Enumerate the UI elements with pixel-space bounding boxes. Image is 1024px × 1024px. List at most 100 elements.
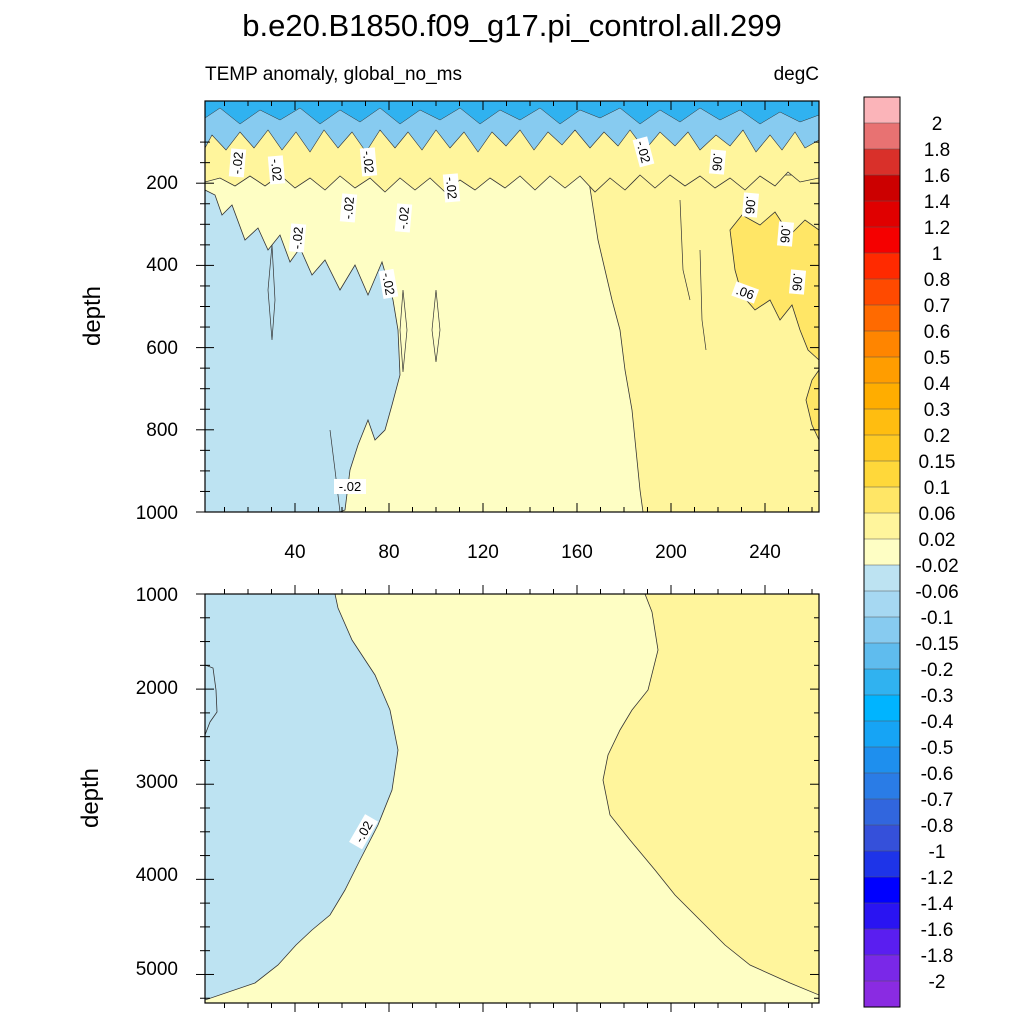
subtitle-left: TEMP anomaly, global_no_ms [205, 64, 462, 85]
colorbar-label: 0.3 [924, 400, 950, 421]
x-tick-label: 80 [378, 542, 399, 563]
colorbar-label: -0.06 [915, 582, 958, 603]
colorbar-box [863, 564, 901, 592]
colorbar-box [863, 538, 901, 566]
contour-label-text: -.02 [229, 151, 246, 175]
colorbar-label: 0.02 [919, 530, 956, 551]
colorbar-label: -2 [929, 972, 946, 993]
colorbar-box [863, 226, 901, 254]
contour-label: .06 [776, 221, 795, 247]
contour-label-text: -.02 [633, 139, 653, 165]
colorbar-box [863, 330, 901, 358]
colorbar-label: 1.6 [924, 166, 950, 187]
colorbar-box [863, 174, 901, 202]
colorbar-box [863, 486, 901, 514]
colorbar-label: -0.1 [921, 608, 954, 629]
colorbar-box [863, 824, 901, 852]
upper-region-gold-right [805, 369, 819, 441]
colorbar-box [863, 382, 901, 410]
colorbar-label: 0.4 [924, 374, 951, 395]
colorbar-box [863, 356, 901, 384]
colorbar-label: -0.02 [915, 556, 958, 577]
colorbar-label: -1.2 [921, 868, 954, 889]
upper-y-axis-label: depth [79, 286, 106, 346]
colorbar-box [863, 408, 901, 436]
colorbar-box [863, 954, 901, 982]
colorbar-box [863, 278, 901, 306]
colorbar-label: -0.3 [921, 686, 954, 707]
upper-region-surface-deep-blue [205, 101, 819, 125]
colorbar-box [863, 772, 901, 800]
lower-y-axis-label: depth [77, 768, 104, 828]
colorbar-label: -0.15 [915, 634, 958, 655]
lower-y-ticks [196, 593, 819, 999]
colorbar-box [863, 252, 901, 280]
contour-label: -.02 [228, 148, 247, 178]
colorbar-label: -1.6 [921, 920, 954, 941]
colorbar-label: 1 [932, 244, 943, 265]
colorbar-label: -1 [929, 842, 946, 863]
contour-label-text: -.02 [360, 150, 377, 174]
x-tick-label: 40 [284, 542, 305, 563]
x-tick-label: 160 [561, 542, 593, 563]
colorbar-box [863, 616, 901, 644]
contour-label-text: -.02 [395, 206, 412, 230]
chart-title: b.e20.B1850.f09_g17.pi_control.all.299 [242, 8, 782, 43]
contour-label: -.02 [267, 155, 286, 185]
contour-label: .06 [741, 192, 760, 218]
colorbar-box [863, 642, 901, 670]
contour-label: .06 [731, 281, 760, 304]
contour-label: -.02 [442, 173, 461, 203]
colorbar-box [863, 720, 901, 748]
contour-label: -.02 [394, 203, 413, 233]
y-tick-label: 600 [146, 338, 178, 359]
colorbar-label: 1.4 [924, 192, 951, 213]
colorbar-labels: 2 1.8 1.6 1.4 1.2 1 0.8 0.7 0.6 0.5 0.4 0.3 0.2 0.15 0… [915, 114, 958, 993]
contour-label-text: -.02 [340, 196, 357, 220]
contour-label: .06 [788, 269, 807, 295]
colorbar-label: 0.06 [919, 504, 956, 525]
lower-region-inner-contour [205, 664, 218, 736]
contour-label: -.02 [288, 223, 307, 253]
colorbar-box [863, 798, 901, 826]
y-tick-label: 400 [146, 255, 178, 276]
colorbar-label: -0.7 [921, 790, 954, 811]
upper-region-gold [729, 211, 819, 361]
upper-region-light-blue [205, 189, 401, 512]
colorbar-label: -0.5 [921, 738, 954, 759]
contour-label: -.02 [359, 147, 378, 177]
colorbar-box [863, 434, 901, 462]
colorbar-box [863, 512, 901, 540]
contour-label-text: -.02 [268, 158, 285, 182]
upper-contour-lines [267, 199, 707, 512]
colorbar-box [863, 850, 901, 878]
contour-label-text: -.02 [379, 272, 398, 297]
lower-contour-fill [205, 594, 819, 1003]
colorbar-box [863, 122, 901, 150]
colorbar-box [863, 200, 901, 228]
colorbar-label: 0.2 [924, 426, 950, 447]
colorbar-box [863, 668, 901, 696]
colorbar-label: 0.6 [924, 322, 950, 343]
colorbar-label: -0.6 [921, 764, 954, 785]
upper-y-ticks [196, 141, 819, 513]
colorbar-box [863, 746, 901, 774]
upper-contour-labels: -.02 -.02 -.02 -.02 -.02 -.02 -.02 -.02 … [228, 136, 807, 494]
colorbar-box [863, 148, 901, 176]
lower-panel: 1000 2000 3000 4000 5000 depth -.02 [77, 585, 820, 1012]
x-tick-label: 200 [655, 542, 687, 563]
contour-label-text: .06 [709, 152, 726, 171]
colorbar-box [863, 460, 901, 488]
colorbar-label: 0.7 [924, 296, 950, 317]
colorbar-label: 1.8 [924, 140, 950, 161]
upper-y-tick-labels: 200 400 600 800 1000 [136, 173, 178, 524]
upper-contour-fill [205, 101, 819, 512]
contour-label-text: .06 [777, 224, 794, 243]
y-tick-label: 5000 [136, 959, 178, 980]
colorbar-label: -0.2 [921, 660, 954, 681]
y-tick-label: 3000 [136, 772, 178, 793]
contour-label: -.02 [632, 136, 655, 168]
colorbar-box [863, 928, 901, 956]
colorbar-label: -1.8 [921, 946, 954, 967]
contour-label: -.02 [334, 479, 366, 494]
